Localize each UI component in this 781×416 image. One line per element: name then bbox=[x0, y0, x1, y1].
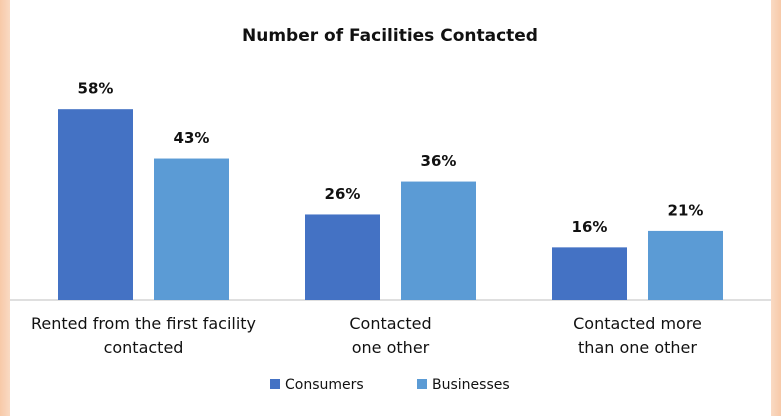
value-label: 36% bbox=[421, 152, 457, 170]
legend-swatch bbox=[417, 379, 427, 389]
value-label: 21% bbox=[668, 201, 704, 219]
legend-label: Consumers bbox=[285, 377, 364, 393]
value-label: 16% bbox=[572, 218, 608, 236]
legend-label: Businesses bbox=[432, 377, 510, 393]
chart-title: Number of Facilities Contacted bbox=[242, 26, 538, 46]
bar bbox=[401, 181, 476, 300]
value-label: 58% bbox=[78, 80, 114, 98]
bar bbox=[58, 109, 133, 301]
value-label: 43% bbox=[174, 129, 210, 147]
value-label: 26% bbox=[325, 185, 361, 203]
x-tick-label: Rented from the first facility contacted bbox=[31, 314, 256, 357]
bar bbox=[552, 247, 627, 300]
x-tick-label: Contacted one other bbox=[349, 314, 431, 357]
chart-area bbox=[10, 0, 771, 416]
x-tick-label: Contacted more than one other bbox=[573, 314, 702, 357]
bar bbox=[648, 230, 723, 300]
bar bbox=[154, 158, 229, 300]
legend-swatch bbox=[270, 379, 280, 389]
bar bbox=[305, 214, 380, 300]
